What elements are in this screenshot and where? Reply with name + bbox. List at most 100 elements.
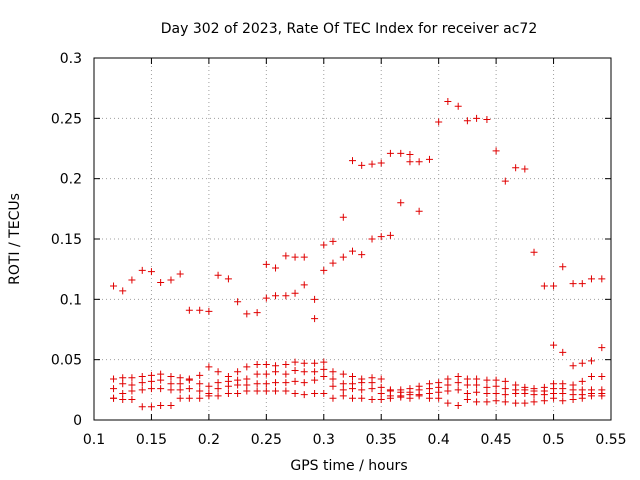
- data-point-low: [110, 375, 118, 383]
- data-point-high: [386, 149, 394, 157]
- data-point-mid: [415, 158, 423, 166]
- data-point-low: [128, 387, 136, 395]
- data-point-low: [397, 393, 405, 401]
- y-tick-label: 0.15: [51, 232, 82, 248]
- data-point-high: [147, 268, 155, 276]
- x-tick-label: 0.45: [481, 432, 512, 448]
- data-point-low: [463, 381, 471, 389]
- data-point-mid: [291, 289, 299, 297]
- data-point-mid: [320, 266, 328, 274]
- data-point-low: [358, 379, 366, 387]
- data-point-high: [550, 282, 558, 290]
- data-point-low: [483, 398, 491, 406]
- data-point-low: [501, 391, 509, 399]
- data-point-low: [492, 389, 500, 397]
- x-tick-label: 0.55: [595, 432, 626, 448]
- data-point-low: [167, 402, 175, 410]
- data-point-low: [483, 389, 491, 397]
- data-point-high: [512, 164, 520, 172]
- data-point-low: [377, 395, 385, 403]
- data-point-mid: [598, 344, 606, 352]
- data-point-low: [473, 388, 481, 396]
- data-point-low: [157, 376, 165, 384]
- data-point-high: [454, 102, 462, 110]
- data-point-low: [119, 395, 127, 403]
- data-point-low: [253, 360, 261, 368]
- data-point-low: [243, 363, 251, 371]
- data-point-mid: [377, 233, 385, 241]
- data-point-low: [196, 380, 204, 388]
- data-point-low: [463, 389, 471, 397]
- data-point-low: [205, 392, 213, 400]
- data-point-low: [253, 380, 261, 388]
- data-point-high: [425, 155, 433, 163]
- data-point-high: [501, 177, 509, 185]
- y-axis-label: ROTI / TECUs: [7, 193, 23, 285]
- data-point-high: [128, 276, 136, 284]
- data-point-low: [473, 375, 481, 383]
- data-point-high: [598, 275, 606, 283]
- data-point-low: [272, 379, 280, 387]
- data-point-low: [425, 394, 433, 402]
- data-point-low: [262, 360, 270, 368]
- data-point-high: [138, 266, 146, 274]
- data-point-low: [214, 379, 222, 387]
- data-point-low: [368, 379, 376, 387]
- data-point-low: [300, 379, 308, 387]
- data-point-low: [167, 386, 175, 394]
- data-point-low: [214, 392, 222, 400]
- data-point-low: [291, 367, 299, 375]
- data-point-low: [377, 389, 385, 397]
- data-point-low: [512, 389, 520, 397]
- data-point-low: [435, 394, 443, 402]
- data-point-mid: [550, 341, 558, 349]
- data-point-low: [234, 389, 242, 397]
- data-point-low: [138, 373, 146, 381]
- data-point-high: [587, 275, 595, 283]
- data-point-mid: [386, 231, 394, 239]
- data-point-low: [578, 377, 586, 385]
- data-point-low: [311, 368, 319, 376]
- data-point-low: [368, 385, 376, 393]
- data-point-low: [444, 387, 452, 395]
- data-point-high: [253, 309, 261, 317]
- data-point-high: [167, 276, 175, 284]
- data-point-low: [185, 376, 193, 384]
- data-point-high: [406, 151, 414, 159]
- data-point-low: [530, 398, 538, 406]
- data-point-high: [368, 160, 376, 168]
- data-point-low: [368, 395, 376, 403]
- data-point-low: [339, 386, 347, 394]
- data-point-low: [214, 385, 222, 393]
- data-point-high: [320, 241, 328, 249]
- data-point-low: [243, 387, 251, 395]
- data-point-low: [320, 389, 328, 397]
- data-point-low: [329, 394, 337, 402]
- data-point-low: [262, 380, 270, 388]
- data-point-mid: [587, 357, 595, 365]
- data-point-low: [406, 394, 414, 402]
- data-point-low: [473, 398, 481, 406]
- data-point-low: [358, 394, 366, 402]
- data-point-low: [559, 389, 567, 397]
- data-point-low: [224, 389, 232, 397]
- data-point-mid: [311, 295, 319, 303]
- data-point-low: [214, 368, 222, 376]
- data-point-low: [147, 371, 155, 379]
- data-point-low: [282, 387, 290, 395]
- data-point-low: [598, 392, 606, 400]
- data-point-low: [320, 373, 328, 381]
- data-point-low: [339, 380, 347, 388]
- data-point-low: [300, 368, 308, 376]
- data-point-low: [234, 381, 242, 389]
- data-point-low: [138, 386, 146, 394]
- data-point-low: [128, 395, 136, 403]
- data-point-low: [454, 373, 462, 381]
- data-point-low: [587, 373, 595, 381]
- data-point-low: [540, 391, 548, 399]
- data-point-mid: [368, 235, 376, 243]
- data-point-low: [473, 381, 481, 389]
- data-point-low: [300, 359, 308, 367]
- data-point-low: [463, 375, 471, 383]
